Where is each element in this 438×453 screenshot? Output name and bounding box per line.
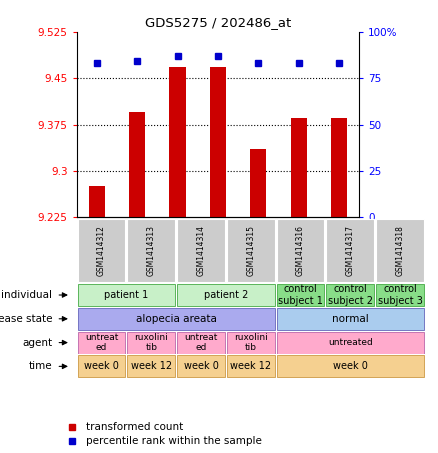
Bar — [78, 219, 125, 282]
Text: untreated: untreated — [328, 338, 373, 347]
Bar — [250, 149, 266, 217]
Bar — [127, 332, 175, 353]
Bar — [227, 356, 275, 377]
Text: control
subject 2: control subject 2 — [328, 284, 373, 306]
Bar — [78, 356, 125, 377]
Bar — [290, 118, 307, 217]
Bar — [127, 356, 175, 377]
Bar — [127, 219, 175, 282]
Bar — [277, 332, 424, 353]
Text: GSM1414313: GSM1414313 — [147, 225, 156, 276]
Text: control
subject 1: control subject 1 — [278, 284, 323, 306]
Text: GSM1414315: GSM1414315 — [246, 225, 255, 276]
Text: GSM1414318: GSM1414318 — [396, 225, 404, 276]
Text: week 12: week 12 — [131, 361, 172, 371]
Text: week 0: week 0 — [84, 361, 119, 371]
Bar — [210, 67, 226, 217]
Text: patient 2: patient 2 — [204, 290, 248, 300]
Text: GSM1414316: GSM1414316 — [296, 225, 305, 276]
Text: untreat
ed: untreat ed — [85, 333, 118, 352]
Text: untreat
ed: untreat ed — [184, 333, 218, 352]
Text: GSM1414314: GSM1414314 — [197, 225, 205, 276]
Bar — [78, 308, 275, 330]
Bar — [78, 284, 175, 306]
Text: time: time — [28, 361, 52, 371]
Text: week 12: week 12 — [230, 361, 271, 371]
Bar — [227, 219, 275, 282]
Text: week 0: week 0 — [333, 361, 367, 371]
Bar — [277, 219, 325, 282]
Bar — [170, 67, 186, 217]
Title: GDS5275 / 202486_at: GDS5275 / 202486_at — [145, 16, 291, 29]
Text: ruxolini
tib: ruxolini tib — [234, 333, 268, 352]
Text: agent: agent — [22, 337, 52, 347]
Text: ruxolini
tib: ruxolini tib — [134, 333, 168, 352]
Text: control
subject 3: control subject 3 — [378, 284, 422, 306]
Bar — [177, 219, 225, 282]
Bar — [376, 284, 424, 306]
Text: alopecia areata: alopecia areata — [136, 314, 216, 324]
Text: GSM1414317: GSM1414317 — [346, 225, 355, 276]
Text: disease state: disease state — [0, 314, 52, 324]
Text: transformed count: transformed count — [86, 422, 184, 432]
Text: week 0: week 0 — [184, 361, 219, 371]
Bar — [326, 284, 374, 306]
Bar — [177, 356, 225, 377]
Bar — [331, 118, 347, 217]
Bar — [227, 332, 275, 353]
Bar — [78, 332, 125, 353]
Bar — [177, 332, 225, 353]
Text: normal: normal — [332, 314, 369, 324]
Bar — [277, 308, 424, 330]
Bar — [89, 187, 105, 217]
Text: GSM1414312: GSM1414312 — [97, 225, 106, 276]
Text: percentile rank within the sample: percentile rank within the sample — [86, 436, 262, 446]
Bar — [326, 219, 374, 282]
Bar — [129, 112, 145, 217]
Text: patient 1: patient 1 — [104, 290, 148, 300]
Bar — [277, 284, 325, 306]
Text: individual: individual — [1, 290, 52, 300]
Bar — [177, 284, 275, 306]
Bar — [277, 356, 424, 377]
Bar — [376, 219, 424, 282]
